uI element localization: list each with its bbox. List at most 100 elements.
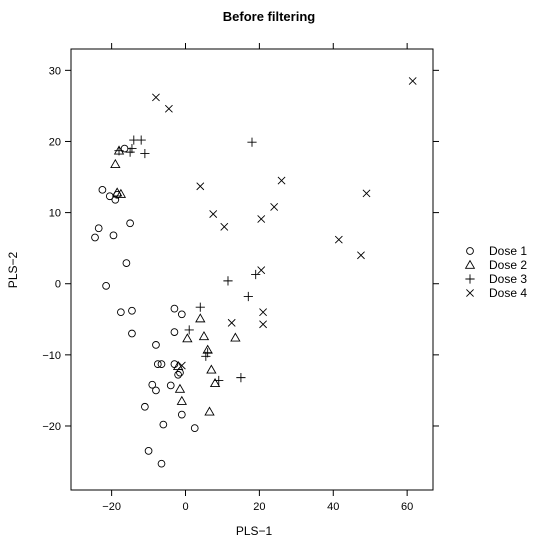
point-dose-4 xyxy=(177,361,186,370)
point-dose-2 xyxy=(174,383,186,393)
series-dose-3 xyxy=(114,135,261,386)
point-dose-4 xyxy=(196,182,205,191)
axis-ticks: −20 0 20 40 60 −20 −10 0 10 20 30 xyxy=(42,43,439,513)
point-dose-2 xyxy=(230,332,241,342)
point-dose-3 xyxy=(251,269,261,280)
point-dose-2 xyxy=(182,333,193,343)
point-dose-2 xyxy=(195,313,206,323)
plot-frame xyxy=(70,48,434,491)
point-dose-3 xyxy=(214,375,224,386)
y-tick-label: −10 xyxy=(42,350,61,362)
point-dose-3 xyxy=(201,351,211,361)
point-dose-1 xyxy=(117,308,125,317)
point-dose-4 xyxy=(257,266,266,275)
point-dose-4 xyxy=(257,215,266,223)
x-tick-label: 40 xyxy=(327,501,339,513)
y-tick-label: 20 xyxy=(49,136,61,148)
y-tick-label: 10 xyxy=(49,208,61,220)
series-dose-2 xyxy=(110,145,241,416)
point-dose-1 xyxy=(190,424,199,432)
legend-label-dose-4: Dose 4 xyxy=(489,286,527,300)
x-tick-label: 0 xyxy=(182,501,188,513)
point-dose-1 xyxy=(170,328,179,336)
point-dose-3 xyxy=(195,302,205,312)
point-dose-4 xyxy=(270,202,279,211)
legend-key-dose-2 xyxy=(464,259,476,269)
point-dose-1 xyxy=(91,233,99,242)
x-tick-label: −20 xyxy=(102,501,121,513)
point-dose-1 xyxy=(177,410,186,419)
point-dose-1 xyxy=(153,360,162,368)
legend-label-dose-1: Dose 1 xyxy=(489,244,527,258)
point-dose-1 xyxy=(102,282,110,290)
point-dose-1 xyxy=(157,459,166,468)
point-dose-3 xyxy=(223,276,233,286)
point-dose-1 xyxy=(98,185,107,194)
point-dose-3 xyxy=(125,147,135,157)
point-dose-1 xyxy=(144,447,153,455)
point-dose-3 xyxy=(243,291,253,302)
point-dose-2 xyxy=(172,360,184,370)
point-dose-1 xyxy=(159,420,168,429)
point-dose-1 xyxy=(109,231,118,240)
y-tick-label: −20 xyxy=(42,421,61,433)
point-dose-3 xyxy=(247,137,257,147)
point-dose-3 xyxy=(184,325,194,335)
point-dose-1 xyxy=(122,259,131,267)
point-dose-2 xyxy=(198,331,210,341)
point-dose-4 xyxy=(334,235,343,244)
legend-label-dose-2: Dose 2 xyxy=(489,258,527,272)
point-dose-4 xyxy=(259,320,268,329)
series-dose-4 xyxy=(152,77,417,370)
point-dose-4 xyxy=(357,251,365,260)
point-dose-4 xyxy=(220,222,229,231)
point-dose-2 xyxy=(204,406,215,416)
point-dose-1 xyxy=(148,380,157,389)
point-dose-1 xyxy=(176,368,184,377)
x-tick-label: 20 xyxy=(253,501,265,513)
point-dose-1 xyxy=(152,386,160,395)
point-dose-3 xyxy=(136,135,146,145)
x-tick-label: 60 xyxy=(401,501,413,513)
point-dose-2 xyxy=(209,377,221,388)
legend-key-dose-3 xyxy=(465,274,475,284)
point-dose-2 xyxy=(110,158,121,168)
point-dose-4 xyxy=(259,308,268,317)
point-dose-4 xyxy=(277,176,286,185)
point-dose-1 xyxy=(157,360,166,368)
y-tick-label: 30 xyxy=(49,65,61,77)
point-dose-3 xyxy=(140,148,150,159)
point-dose-1 xyxy=(126,219,134,228)
point-dose-4 xyxy=(152,93,160,102)
point-dose-1 xyxy=(94,224,103,233)
point-dose-2 xyxy=(176,395,187,405)
point-dose-4 xyxy=(362,189,371,198)
point-dose-1 xyxy=(174,370,182,379)
point-dose-1 xyxy=(177,310,186,319)
y-tick-label: 0 xyxy=(55,279,61,291)
point-dose-1 xyxy=(128,306,136,315)
data-points xyxy=(91,77,417,468)
point-dose-3 xyxy=(236,373,246,383)
point-dose-2 xyxy=(111,187,123,197)
point-dose-4 xyxy=(209,210,218,218)
chart-title: Before filtering xyxy=(223,9,316,24)
point-dose-4 xyxy=(408,77,417,85)
point-dose-1 xyxy=(128,329,136,338)
legend-key-dose-1 xyxy=(466,247,474,255)
x-axis-label: PLS−1 xyxy=(236,524,273,538)
point-dose-4 xyxy=(164,104,173,113)
series-dose-1 xyxy=(91,144,199,468)
point-dose-3 xyxy=(127,143,137,154)
legend-key-dose-4 xyxy=(466,289,474,297)
point-dose-2 xyxy=(206,364,217,374)
point-dose-3 xyxy=(203,348,213,358)
point-dose-2 xyxy=(115,188,127,198)
point-dose-1 xyxy=(170,304,179,313)
point-dose-1 xyxy=(141,402,149,411)
point-dose-1 xyxy=(166,381,175,390)
y-axis-label: PLS−2 xyxy=(6,251,20,288)
point-dose-4 xyxy=(227,318,236,327)
